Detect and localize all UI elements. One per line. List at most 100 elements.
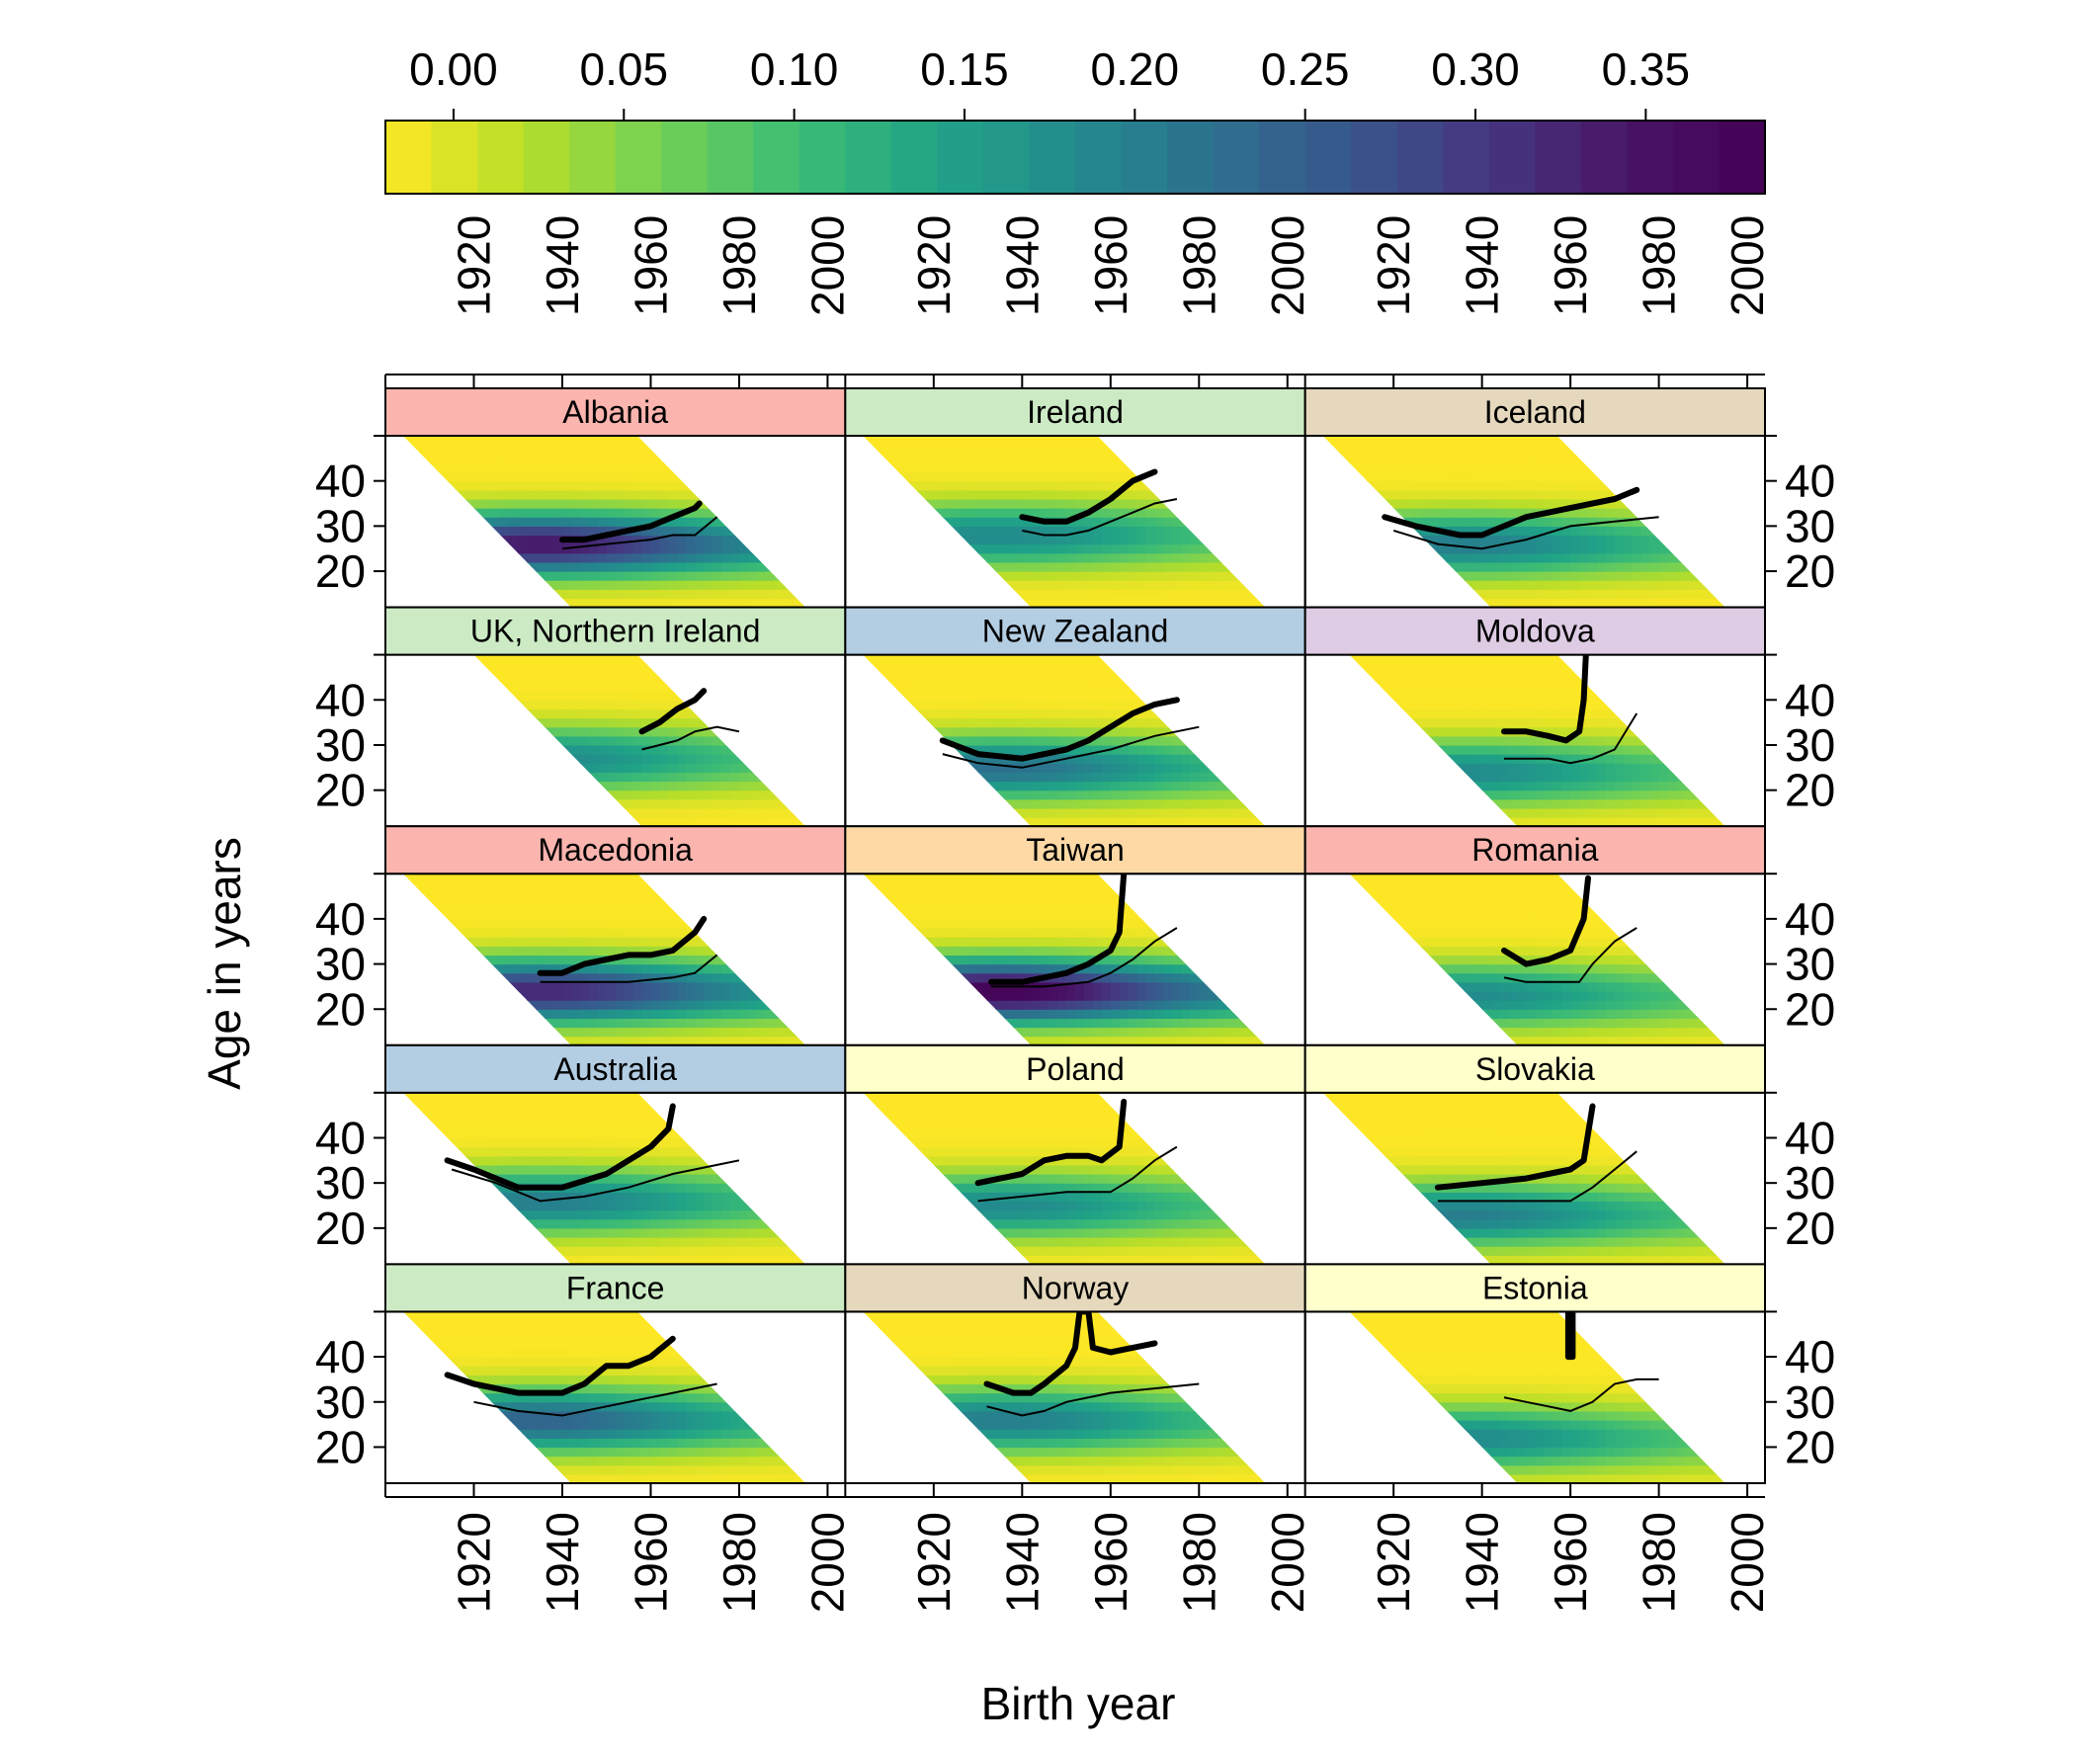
heat-cell [1225,489,1235,500]
heat-cell [1199,798,1209,809]
heat-cell [394,808,404,818]
heat-cell [774,480,785,491]
heat-cell [632,726,643,737]
heat-cell [968,480,979,491]
heat-cell [1376,454,1386,464]
heat-cell [1208,598,1218,608]
heat-cell [500,744,510,755]
heat-cell [1022,436,1032,446]
heat-cell [1066,508,1076,518]
heat-cell [951,526,962,537]
heat-cell [792,708,802,719]
heat-cell [1066,754,1076,764]
heat-cell [579,508,590,518]
heat-cell [810,745,820,755]
heat-cell [448,799,458,809]
heat-cell [1605,462,1616,473]
thin-line [1022,498,1178,537]
heat-cell [1234,735,1244,746]
heat-cell [792,717,802,728]
heat-cell [800,772,806,783]
heat-cell [942,498,953,509]
heat-cell [1004,735,1014,746]
heat-cell [456,561,466,572]
heat-cell [1544,598,1554,608]
heat-cell [1190,744,1200,755]
heat-cell [1217,781,1226,792]
heat-cell [738,489,749,500]
heat-cell [1101,543,1112,554]
heat-cell [1057,682,1067,692]
heat-cell [1154,580,1165,590]
heat-cell [588,691,599,701]
heat-cell [686,763,696,773]
heat-cell [951,436,962,446]
heat-cell [951,807,962,818]
heat-cell [1101,817,1112,827]
heat-cell [1544,471,1554,482]
heat-cell [1234,744,1244,755]
heat-cell [1544,445,1554,455]
heat-cell [570,672,581,683]
heat-cell [1499,454,1510,464]
heat-cell [827,782,837,792]
heat-cell [695,445,705,455]
heat-cell [385,772,395,782]
heat-cell [402,580,413,590]
heat-cell [924,754,935,764]
heat-cell [906,498,917,509]
heat-cell [553,561,563,572]
heat-cell [1110,735,1121,746]
heat-cell [1119,489,1130,500]
heat-cell [1464,561,1474,572]
heat-cell [986,790,997,800]
heat-cell [1588,517,1598,527]
heat-cell [1075,571,1085,581]
heat-cell [1075,543,1085,554]
heat-cell [1225,598,1235,608]
heat-cell [747,462,758,473]
heat-cell [447,489,458,500]
heat-cell [482,571,492,581]
heat-cell [588,682,599,692]
heat-cell [1040,663,1050,674]
heat-cell [1199,790,1209,800]
heat-cell [1110,700,1121,710]
heat-cell [704,790,714,800]
heat-cell [677,798,687,809]
thick-line [1382,486,1640,539]
heat-cell [1703,598,1713,608]
heat-cell [872,654,882,665]
heat-cell [402,471,413,482]
heat-cell [1437,436,1448,446]
heat-cell [1119,691,1130,701]
heat-cell [1667,535,1678,545]
heat-cell [977,471,988,482]
heat-cell [1260,589,1266,600]
heat-cell [915,781,926,792]
heat-cell [721,535,731,545]
heat-cell [1049,445,1058,455]
heat-cell [430,782,440,792]
heat-cell [1101,682,1112,692]
heat-cell [402,571,413,581]
heat-cell [1190,552,1200,563]
heat-cell [1685,526,1696,537]
heat-cell [1455,535,1466,545]
heat-cell [1066,471,1076,482]
heat-cell [730,480,740,491]
heat-cell [977,571,988,581]
heat-cell [810,700,820,709]
heat-cell [677,561,687,572]
heat-cell [1172,471,1182,482]
heat-cell [439,682,449,692]
heat-cell [394,673,404,683]
heat-cell [872,535,882,545]
heat-cell [845,589,855,599]
heat-cell [1270,655,1280,665]
heat-cell [677,462,687,473]
heat-cell [1075,672,1085,683]
heat-cell [1322,571,1324,581]
heat-cell [721,691,731,701]
